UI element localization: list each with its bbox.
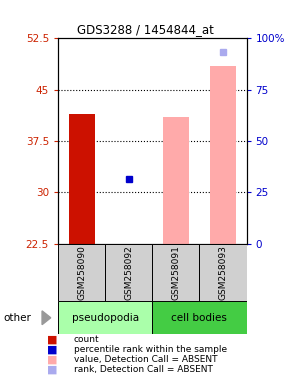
Text: ■: ■ (47, 335, 57, 345)
Text: GSM258092: GSM258092 (124, 245, 133, 300)
Text: other: other (3, 313, 31, 323)
Text: GSM258090: GSM258090 (77, 245, 86, 300)
Bar (152, 244, 200, 301)
Text: ■: ■ (47, 365, 57, 375)
Text: pseudopodia: pseudopodia (72, 313, 139, 323)
Bar (200, 244, 246, 301)
Text: cell bodies: cell bodies (171, 313, 227, 323)
Text: count: count (74, 335, 99, 344)
Bar (58, 301, 152, 334)
Text: GSM258091: GSM258091 (171, 245, 180, 300)
Text: rank, Detection Call = ABSENT: rank, Detection Call = ABSENT (74, 365, 213, 374)
Text: ■: ■ (47, 345, 57, 355)
Bar (105, 244, 152, 301)
Bar (163, 117, 189, 244)
Bar (152, 301, 246, 334)
Bar (69, 114, 95, 244)
Text: percentile rank within the sample: percentile rank within the sample (74, 345, 227, 354)
Text: GSM258093: GSM258093 (218, 245, 227, 300)
Text: GDS3288 / 1454844_at: GDS3288 / 1454844_at (77, 23, 213, 36)
Text: value, Detection Call = ABSENT: value, Detection Call = ABSENT (74, 355, 218, 364)
Text: ■: ■ (47, 355, 57, 365)
Bar (210, 66, 236, 244)
Bar (58, 244, 105, 301)
